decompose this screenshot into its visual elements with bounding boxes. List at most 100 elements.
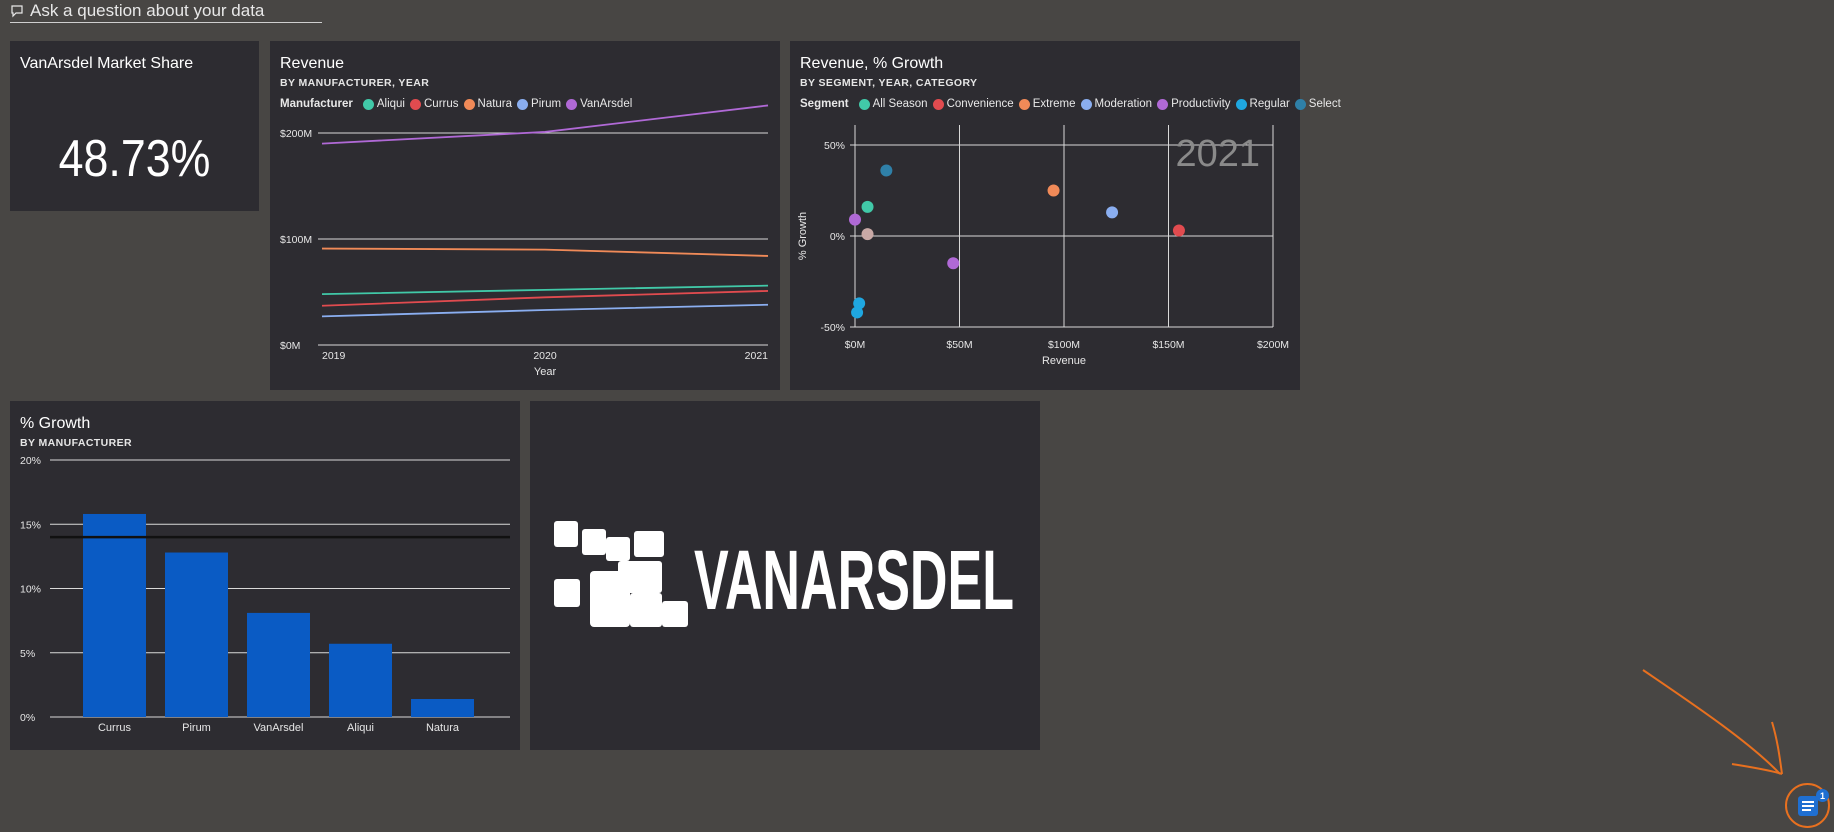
legend-dot-icon <box>858 98 870 110</box>
x-tick-label: VanArsdel <box>254 722 304 734</box>
bar-currus <box>83 513 146 717</box>
scatter-point <box>880 164 893 177</box>
legend-dot-icon <box>517 98 529 110</box>
bar-vanarsdel <box>247 612 310 717</box>
legend-label: Extreme <box>1032 98 1076 110</box>
growth-bar-tile[interactable]: % Growth BY MANUFACTURER 0% 5% 10% 15% 20% Cu… <box>10 401 520 750</box>
scatter-point <box>861 200 874 213</box>
legend-dot-icon <box>1157 98 1169 110</box>
legend-label: Productivity <box>1171 98 1231 110</box>
x-tick-label: $50M <box>946 339 972 351</box>
scatter-point <box>853 297 866 310</box>
legend-item-productivity[interactable]: Productivity <box>1157 98 1231 110</box>
tile-title: Revenue <box>280 55 345 72</box>
chat-bot-icon <box>1797 795 1818 816</box>
x-axis-label: Year <box>534 366 557 378</box>
y-tick-label: 0% <box>20 712 35 724</box>
legend-label: Natura <box>477 98 513 110</box>
legend-dot-icon <box>566 98 578 110</box>
y-tick-label: -50% <box>820 322 845 334</box>
series-line-natura <box>321 247 769 257</box>
chat-bot-button[interactable]: 1 <box>1785 783 1830 828</box>
y-tick-label: 50% <box>824 140 845 152</box>
scatter-point <box>861 228 874 241</box>
legend-title: Manufacturer <box>280 98 353 110</box>
tile-subtitle: BY MANUFACTURER, YEAR <box>280 77 430 89</box>
legend-label: Select <box>1308 98 1341 110</box>
legend-item-aliqui[interactable]: Aliqui <box>362 98 405 110</box>
bar-pirum <box>165 552 228 717</box>
legend-dot-icon <box>1294 98 1306 110</box>
chart-legend: Segment All Season Convenience Extreme Mode… <box>800 98 1346 110</box>
x-axis-label: Revenue <box>1042 355 1086 367</box>
scatter-point <box>1106 206 1119 219</box>
notification-badge: 1 <box>1816 789 1829 802</box>
growth-scatter-tile[interactable]: Revenue, % Growth BY SEGMENT, YEAR, CATE… <box>790 41 1341 390</box>
speech-bubble-icon <box>11 5 23 18</box>
legend-item-vanarsdel[interactable]: VanArsdel <box>566 98 632 110</box>
kpi-value: 48.73% <box>58 130 211 188</box>
tile-subtitle: BY SEGMENT, YEAR, CATEGORY <box>800 77 978 89</box>
series-line-pirum <box>321 303 769 318</box>
legend-label: Currus <box>424 98 459 110</box>
market-share-tile[interactable]: VanArsdel Market Share 48.73% <box>10 41 259 211</box>
legend-label: Aliqui <box>376 98 405 110</box>
legend-label: VanArsdel <box>580 98 633 110</box>
y-tick-label: $100M <box>280 234 312 246</box>
growth-bar-chart: 0% 5% 10% 15% 20% Currus Pirum VanArsdel Aliqui N… <box>20 455 510 734</box>
tile-subtitle: BY MANUFACTURER <box>20 437 132 449</box>
x-tick-label: $100M <box>1048 339 1080 351</box>
legend-item-convenience[interactable]: Convenience <box>932 98 1014 110</box>
legend-item-natura[interactable]: Natura <box>463 98 513 110</box>
legend-item-currus[interactable]: Currus <box>410 98 459 110</box>
legend-label: Regular <box>1249 98 1290 110</box>
bar-natura <box>411 699 474 717</box>
legend-dot-icon <box>1235 98 1247 110</box>
y-tick-label: 15% <box>20 519 41 531</box>
vanarsdel-logo: VANARSDEL <box>554 521 1014 627</box>
tile-title: Revenue, % Growth <box>800 55 944 72</box>
scatter-point <box>851 306 864 319</box>
legend-title: Segment <box>800 98 849 110</box>
y-tick-label: 5% <box>20 648 35 660</box>
legend-dot-icon <box>932 98 944 110</box>
x-tick-label: $150M <box>1152 339 1184 351</box>
scatter-point <box>947 257 960 270</box>
legend-label: Pirum <box>531 98 562 110</box>
revenue-chart-tile[interactable]: Revenue BY MANUFACTURER, YEAR Manufactur… <box>270 41 780 390</box>
legend-dot-icon <box>1080 98 1092 110</box>
scatter-point <box>1172 224 1185 237</box>
legend-label: Convenience <box>946 98 1014 110</box>
bar-aliqui <box>329 643 392 717</box>
qa-search-box[interactable]: Ask a question about your data <box>10 0 322 23</box>
logo-mark-icon <box>554 521 688 627</box>
legend-item-all-season[interactable]: All Season <box>858 98 928 110</box>
legend-item-select[interactable]: Select <box>1294 98 1341 110</box>
scatter-point <box>1047 184 1060 197</box>
tile-title: % Growth <box>20 415 91 432</box>
y-tick-label: 0% <box>830 231 845 243</box>
chart-legend: Manufacturer Aliqui Currus Natura Pirum VanA… <box>280 98 637 110</box>
legend-item-moderation[interactable]: Moderation <box>1080 98 1153 110</box>
x-tick-label: Aliqui <box>347 722 374 734</box>
vanarsdel-logo-tile[interactable]: VANARSDEL <box>530 401 1040 750</box>
x-tick-label: $0M <box>845 339 865 351</box>
legend-item-pirum[interactable]: Pirum <box>517 98 561 110</box>
x-tick-label: Natura <box>426 722 460 734</box>
y-axis-label: % Growth <box>797 212 809 260</box>
legend-dot-icon <box>463 98 475 110</box>
legend-label: All Season <box>872 98 928 110</box>
series-line-currus <box>321 290 769 307</box>
legend-label: Moderation <box>1094 98 1153 110</box>
legend-item-extreme[interactable]: Extreme <box>1018 98 1076 110</box>
series-line-vanarsdel <box>321 104 769 145</box>
legend-item-regular[interactable]: Regular <box>1235 98 1290 110</box>
play-axis-year-label: 2021 <box>1175 133 1260 175</box>
x-tick-label: $200M <box>1257 339 1289 351</box>
x-tick-label: 2019 <box>322 350 346 362</box>
arrow-annotation <box>1642 669 1783 775</box>
x-tick-label: Currus <box>98 722 132 734</box>
tile-title: VanArsdel Market Share <box>20 55 194 72</box>
revenue-line-chart: $0M $100M $200M 2019 2020 2021 Year <box>280 104 769 378</box>
legend-dot-icon <box>1018 98 1030 110</box>
